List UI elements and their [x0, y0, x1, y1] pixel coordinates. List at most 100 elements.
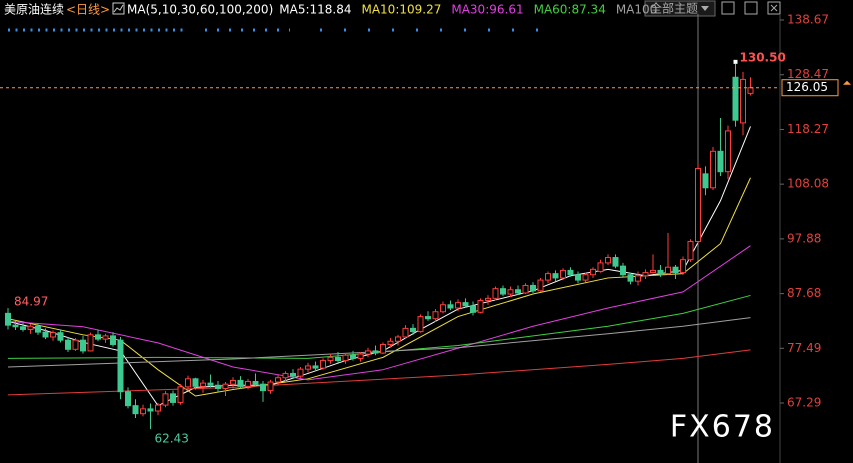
candle-body — [237, 379, 244, 387]
dropdown-box — [644, 0, 716, 17]
y-tick-label: 67.29 — [787, 396, 821, 410]
candle-body — [380, 343, 386, 354]
icon-button[interactable] — [767, 1, 781, 15]
candle-body — [657, 269, 664, 275]
candle-body — [620, 265, 626, 276]
candle-body — [230, 379, 236, 385]
candle-body — [87, 334, 94, 352]
y-tick-label: 138.67 — [787, 13, 829, 27]
candle-body — [260, 383, 266, 392]
legend-entry: MA10:109.27 — [361, 3, 441, 17]
icon-button[interactable] — [721, 1, 735, 15]
indicator-icon[interactable] — [112, 2, 125, 15]
candle-body — [590, 268, 596, 276]
candle-body — [27, 325, 34, 330]
icon-button[interactable] — [744, 1, 758, 15]
candle-body — [695, 167, 701, 242]
y-tick-label: 118.27 — [787, 122, 829, 136]
candle-body — [290, 372, 296, 377]
legend-entry: MA30:96.61 — [451, 3, 523, 17]
candle-body — [327, 356, 334, 362]
y-tick-label: 108.08 — [787, 177, 829, 191]
y-tick-label: 77.49 — [787, 341, 821, 355]
candle-body — [185, 378, 191, 388]
candle-body — [470, 305, 476, 313]
candle-body — [102, 335, 109, 340]
candle-body — [267, 381, 274, 392]
candle-body — [342, 354, 349, 362]
candle-body — [42, 331, 49, 338]
candle-body — [312, 365, 319, 369]
candle-body — [192, 378, 199, 387]
instrument-title: 美原油连续 — [4, 2, 64, 17]
candle-body — [732, 76, 739, 121]
ma-line — [7, 294, 751, 359]
candle-body — [95, 334, 101, 340]
candle-body — [485, 297, 491, 301]
theme-dropdown[interactable]: 全部主题 — [644, 0, 716, 17]
period[interactable]: <日线> — [66, 3, 110, 17]
candle-body — [57, 332, 64, 341]
candle-body — [395, 336, 401, 342]
candle-body — [177, 386, 184, 403]
candle-body — [335, 356, 341, 362]
candle-body — [12, 324, 19, 328]
candle-body — [627, 274, 634, 282]
candle-body — [410, 327, 416, 333]
candle-body — [530, 284, 536, 292]
candle-body — [440, 304, 446, 313]
candle-body — [612, 257, 619, 267]
candle-body — [140, 408, 146, 415]
candle-body — [680, 259, 686, 274]
max-label: 130.50 — [740, 50, 786, 64]
ma-line — [7, 317, 751, 368]
candle-body — [162, 393, 169, 406]
candle-body — [387, 340, 394, 345]
candle-body — [372, 350, 379, 354]
legend-entry: MA100 — [616, 3, 657, 17]
ma-line — [7, 245, 751, 381]
candle-body — [500, 288, 506, 295]
candle-body — [605, 257, 611, 264]
candle-body — [747, 87, 754, 94]
icon-line — [113, 4, 124, 13]
candle-body — [350, 354, 356, 359]
candle-body — [320, 360, 326, 369]
candle-body — [710, 150, 716, 189]
first-label: 84.97 — [14, 295, 48, 309]
candle-body — [222, 383, 229, 389]
candle-body — [20, 326, 26, 330]
candle-body — [215, 384, 221, 389]
price-box — [781, 79, 839, 97]
candle-body — [492, 288, 499, 299]
candle-body — [417, 316, 424, 333]
candle-body — [297, 368, 304, 377]
candle-body — [522, 284, 529, 294]
candle-body — [672, 266, 679, 274]
candle-body — [575, 274, 581, 281]
dropdown-arrow — [701, 6, 709, 11]
candle-body — [515, 289, 521, 294]
candle-body — [155, 404, 161, 412]
candle-body — [447, 304, 454, 309]
candle-body — [5, 312, 11, 326]
candle-body — [245, 380, 251, 387]
candle-body — [650, 269, 656, 274]
candle-body — [35, 325, 41, 333]
candle-body — [72, 339, 79, 350]
candle-body — [275, 377, 281, 383]
candle-body — [252, 380, 259, 385]
candle-body — [207, 382, 214, 386]
candle-body — [132, 405, 139, 415]
max-marker — [733, 59, 738, 64]
candle-body — [567, 269, 574, 276]
candle-body — [507, 289, 514, 295]
price-box-label: 126.05 — [786, 80, 828, 94]
candle-body — [125, 391, 131, 407]
candle-body — [582, 274, 589, 281]
candle-body — [642, 272, 649, 277]
candle-body — [402, 327, 409, 338]
candle-body — [365, 350, 371, 355]
